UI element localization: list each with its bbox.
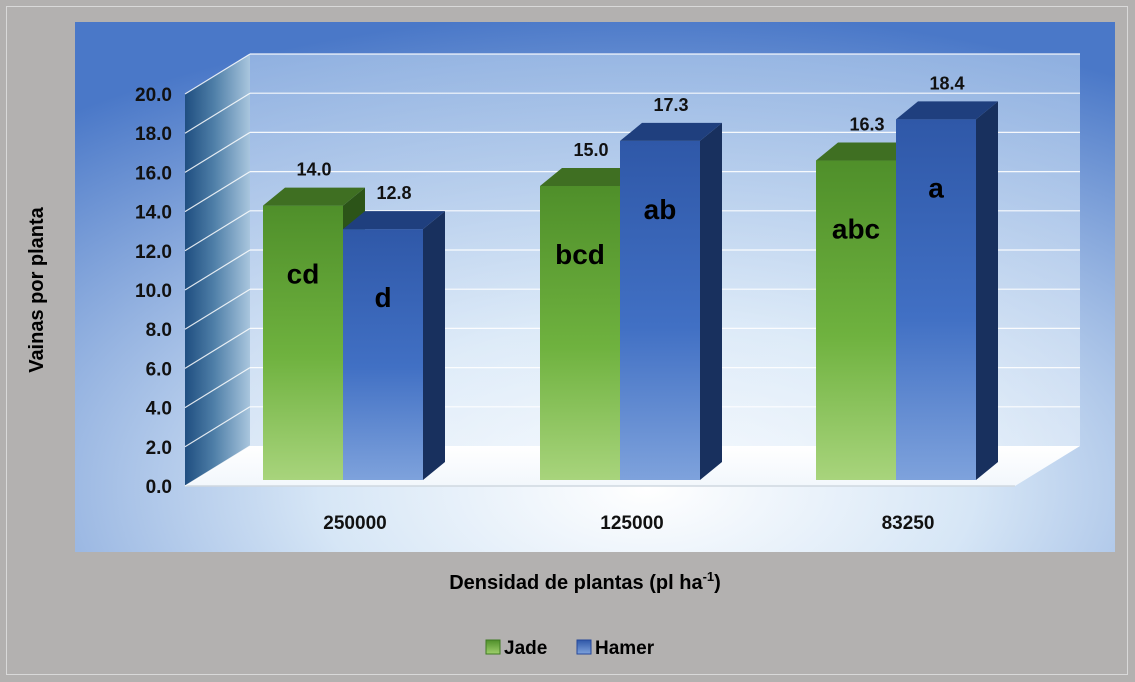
- y-tick-label: 2.0: [146, 438, 172, 459]
- bar-front-jade: [263, 205, 343, 480]
- y-axis-ticks: 0.0 2.0 4.0 6.0 8.0 10.0 12.0 14.0 16.0 18.0 20.0: [135, 85, 172, 498]
- bar-top-jade: [816, 142, 918, 161]
- side-gridline-7: [184, 171, 251, 213]
- legend: Jade Hamer: [485, 638, 655, 659]
- side-gridline-5: [184, 249, 251, 291]
- significance-letter-jade: bcd: [555, 239, 605, 270]
- y-tick-label: 16.0: [135, 163, 172, 184]
- data-label-hamer: 17.3: [653, 95, 688, 115]
- data-label-hamer: 18.4: [929, 73, 964, 93]
- bar-side-hamer: [423, 211, 445, 480]
- y-tick-label: 6.0: [146, 359, 172, 380]
- legend-swatch-hamer: [576, 639, 592, 655]
- bar-top-jade: [540, 168, 642, 186]
- chart-frame-border: [6, 6, 1128, 675]
- bars: 14.0 cd 12.8 d 15.0 bcd 17.3 ab 16.3 abc 18.4 a: [263, 73, 998, 481]
- bar-front-jade: [540, 186, 620, 480]
- x-axis-title-close: ): [714, 572, 721, 594]
- data-label-jade: 16.3: [849, 115, 884, 135]
- significance-letter-jade: cd: [287, 259, 320, 290]
- bar-hamer-125000: [620, 122, 722, 481]
- x-axis-categories: 250000 125000 83250: [323, 513, 934, 534]
- bar-top-jade: [263, 187, 365, 206]
- x-category-label: 250000: [323, 513, 386, 534]
- x-axis-title-main: Densidad de plantas (pl ha: [449, 572, 703, 594]
- y-tick-label: 14.0: [135, 203, 172, 224]
- side-gridline-9: [184, 92, 251, 134]
- bar-front-hamer: [343, 229, 423, 480]
- side-gridline-2: [184, 367, 251, 409]
- y-tick-label: 8.0: [146, 320, 172, 341]
- y-tick-label: 12.0: [135, 242, 172, 263]
- side-gridline-0: [184, 445, 251, 487]
- y-tick-label: 10.0: [135, 281, 172, 302]
- y-tick-label: 0.0: [146, 477, 172, 498]
- significance-letter-hamer: ab: [644, 194, 677, 225]
- y-tick-label: 18.0: [135, 124, 172, 145]
- legend-label-jade: Jade: [504, 638, 547, 659]
- y-tick-label: 4.0: [146, 399, 172, 420]
- side-gridline-10: [184, 53, 251, 95]
- bar-front-jade: [816, 160, 896, 480]
- significance-letter-hamer: d: [374, 282, 391, 313]
- data-label-jade: 14.0: [296, 160, 331, 180]
- significance-letter-jade: abc: [832, 214, 880, 245]
- bar-top-hamer: [343, 211, 445, 230]
- side-gridline-6: [184, 210, 251, 252]
- bar-hamer-250000: [343, 211, 445, 480]
- data-label-hamer: 12.8: [376, 183, 411, 203]
- side-gridline-8: [184, 131, 251, 173]
- x-category-label: 125000: [600, 513, 663, 534]
- bar-top-hamer: [620, 122, 722, 141]
- bar-side-hamer: [700, 122, 722, 481]
- side-gridline-4: [184, 288, 251, 330]
- legend-swatch-jade: [485, 639, 501, 655]
- bar-top-hamer: [896, 101, 998, 120]
- bar-front-hamer: [620, 140, 700, 481]
- data-label-jade: 15.0: [573, 140, 608, 160]
- x-axis-title-superscript: -1: [703, 569, 715, 584]
- legend-label-hamer: Hamer: [595, 638, 655, 659]
- x-category-label: 83250: [882, 513, 935, 534]
- bar-front-hamer: [896, 119, 976, 481]
- x-axis-title: Densidad de plantas (pl ha-1): [449, 569, 721, 594]
- bar-hamer-83250: [896, 101, 998, 481]
- side-gridline-3: [184, 327, 251, 369]
- y-axis-title: Vainas por planta: [26, 206, 48, 372]
- y-tick-label: 20.0: [135, 85, 172, 106]
- significance-letter-hamer: a: [928, 172, 944, 203]
- bar-side-hamer: [976, 101, 998, 481]
- side-gridline-1: [184, 406, 251, 448]
